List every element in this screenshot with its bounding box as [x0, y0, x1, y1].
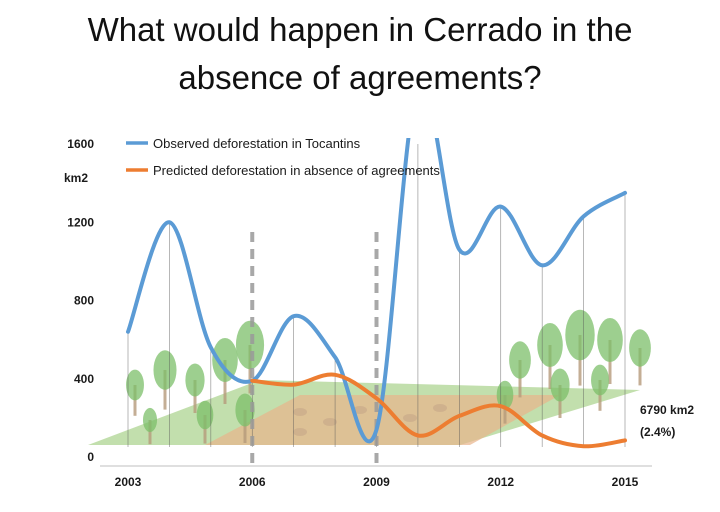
tree-icon — [126, 369, 144, 416]
tree-icon — [142, 407, 158, 445]
y-axis-unit-label: km2 — [64, 171, 88, 185]
tree-stump-icon — [323, 418, 337, 426]
tree-canopy — [550, 368, 570, 402]
tree-icon — [212, 338, 238, 404]
tree-icon — [565, 309, 595, 386]
tree-icon — [196, 400, 214, 444]
total-annotation-value: 6790 km2 — [640, 403, 694, 417]
slide-title: What would happen in Cerrado in the abse… — [0, 6, 720, 102]
tree-stump-icon — [353, 406, 367, 414]
x-tick-label: 2003 — [115, 475, 142, 489]
tree-canopy — [509, 341, 531, 379]
tree-canopy — [235, 320, 265, 370]
series-line-1 — [126, 138, 627, 444]
tree-icon — [235, 320, 265, 394]
agreement-markers — [250, 232, 379, 469]
tree-canopy — [212, 338, 238, 382]
tree-trunk — [248, 345, 252, 394]
y-tick-label: 800 — [74, 294, 94, 308]
tree-stump-icon — [403, 414, 417, 422]
title-line-2: absence of agreements? — [178, 59, 542, 96]
tree-icon — [153, 350, 177, 410]
tree-canopy — [142, 407, 158, 433]
series-lines — [126, 138, 627, 449]
tree-icon — [629, 329, 651, 386]
legend: Observed deforestation in Tocantins Predi… — [126, 136, 440, 178]
x-tick-label: 2006 — [239, 475, 266, 489]
tree-icon — [509, 341, 531, 398]
tree-trunk — [518, 360, 522, 398]
tree-canopy — [235, 393, 255, 427]
tree-canopy — [153, 350, 177, 390]
tree-canopy — [185, 363, 205, 397]
axes: 0 400 800 1200 1600 2003 2006 2009 2012 2015 — [67, 137, 652, 489]
title-line-1: What would happen in Cerrado in the — [87, 11, 633, 48]
forest-background — [88, 309, 651, 445]
total-annotation-percent: (2.4%) — [640, 425, 675, 439]
tree-stump-icon — [433, 404, 447, 412]
tree-icon — [185, 363, 205, 413]
y-tick-label: 1600 — [67, 137, 94, 151]
tree-canopy — [597, 318, 623, 362]
y-tick-label: 400 — [74, 372, 94, 386]
tree-icon — [591, 364, 609, 411]
tree-trunk — [638, 348, 642, 386]
tree-stump-icon — [293, 408, 307, 416]
y-tick-label: 1200 — [67, 215, 94, 229]
tree-canopy — [537, 323, 563, 367]
tree-canopy — [565, 309, 595, 361]
legend-label: Predicted deforestation in absence of ag… — [153, 163, 440, 178]
tree-canopy — [126, 369, 144, 401]
series-line-2 — [250, 372, 627, 449]
tree-icon — [235, 393, 255, 443]
tree-canopy — [591, 364, 609, 396]
x-tick-label: 2015 — [612, 475, 639, 489]
x-tick-label: 2009 — [363, 475, 390, 489]
tree-canopy — [196, 400, 214, 430]
legend-label: Observed deforestation in Tocantins — [153, 136, 361, 151]
x-tick-label: 2012 — [487, 475, 514, 489]
tree-icon — [550, 368, 570, 418]
tree-trunk — [148, 420, 152, 445]
y-tick-label: 0 — [87, 450, 94, 464]
tree-icon — [597, 318, 623, 384]
tree-canopy — [629, 329, 651, 367]
tree-icon — [537, 323, 563, 389]
tree-stump-icon — [293, 428, 307, 436]
